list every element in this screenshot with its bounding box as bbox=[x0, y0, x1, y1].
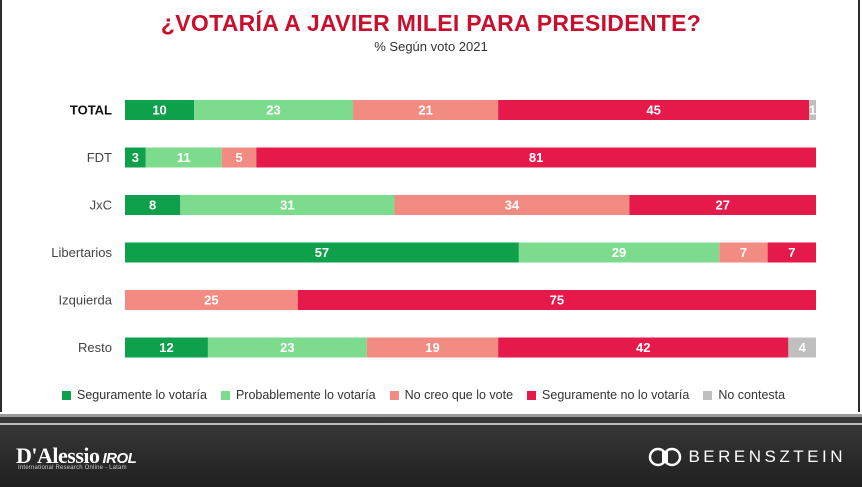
data-label: 45 bbox=[646, 103, 660, 118]
bar-segment bbox=[297, 290, 816, 310]
legend-item: No contesta bbox=[703, 388, 785, 402]
footer-divider bbox=[0, 423, 862, 425]
berensztein-logo-text: BERENSZTEIN bbox=[688, 447, 846, 466]
data-label: 19 bbox=[425, 340, 439, 355]
data-label: 81 bbox=[529, 150, 543, 165]
berensztein-logo: BERENSZTEIN bbox=[648, 447, 846, 467]
legend-swatch bbox=[389, 390, 399, 400]
data-label: 10 bbox=[152, 103, 166, 118]
data-label: 7 bbox=[740, 245, 747, 260]
berensztein-mark-icon bbox=[649, 447, 682, 467]
legend-item: Seguramente lo votaría bbox=[62, 388, 207, 402]
bar-segment bbox=[366, 337, 499, 358]
dalessio-logo-suffix: IROL bbox=[102, 450, 137, 467]
legend-swatch bbox=[703, 390, 713, 400]
legend-item: Seguramente no lo votaría bbox=[527, 388, 689, 402]
legend-label: Seguramente lo votaría bbox=[77, 388, 207, 402]
legend-item: No creo que lo vote bbox=[389, 388, 514, 402]
bar-segment bbox=[498, 337, 789, 358]
legend-swatch bbox=[220, 390, 230, 400]
bar-segment bbox=[629, 195, 816, 215]
chart-legend: Seguramente lo votaría Probablemente lo v… bbox=[62, 386, 822, 404]
stacked-bar-chart: TOTAL 10 23 21 45 1 FDT 3 11 5 81 JxC 8 31 34 27 Liberta… bbox=[51, 100, 816, 358]
legend-label: Seguramente no lo votaría bbox=[542, 388, 690, 402]
legend-item: Probablemente lo votaría bbox=[220, 388, 376, 402]
category-label: FDT bbox=[87, 150, 112, 165]
category-label: Resto bbox=[78, 340, 112, 355]
bar-segment bbox=[125, 195, 181, 215]
bar-segment bbox=[767, 242, 816, 263]
bar-segment bbox=[498, 100, 810, 120]
data-label: 25 bbox=[204, 293, 218, 308]
bar-segment bbox=[221, 147, 257, 168]
footer-bar: D'Alessio IROL International Research Onl… bbox=[0, 414, 862, 487]
chart-frame bbox=[0, 0, 860, 412]
data-label: 5 bbox=[235, 150, 242, 165]
bar-segment bbox=[145, 147, 222, 168]
data-label: 23 bbox=[266, 103, 280, 118]
legend-label: No creo que lo vote bbox=[404, 388, 514, 402]
bar-segment bbox=[125, 290, 298, 310]
legend-label: No contesta bbox=[718, 388, 786, 402]
legend-label: Probablemente lo votaría bbox=[235, 388, 376, 402]
data-label: 4 bbox=[799, 340, 807, 355]
category-label: TOTAL bbox=[70, 103, 112, 118]
legend-swatch bbox=[527, 390, 537, 400]
data-label: 27 bbox=[715, 198, 729, 213]
data-label: 75 bbox=[550, 293, 564, 308]
bar-segment bbox=[256, 147, 816, 168]
bar-segment bbox=[719, 242, 768, 263]
data-label: 11 bbox=[177, 150, 191, 165]
dalessio-logo: D'Alessio IROL bbox=[16, 443, 137, 469]
data-label: 12 bbox=[159, 340, 173, 355]
data-label: 42 bbox=[636, 340, 650, 355]
bar-segment bbox=[125, 337, 208, 358]
data-label: 3 bbox=[132, 150, 139, 165]
data-label: 29 bbox=[612, 245, 626, 260]
chart-subtitle: % Según voto 2021 bbox=[374, 39, 488, 54]
bar-segment bbox=[809, 100, 816, 120]
bar-segment bbox=[353, 100, 499, 120]
bar-segment bbox=[518, 242, 720, 263]
category-label: Libertarios bbox=[51, 245, 112, 260]
category-label: JxC bbox=[90, 198, 112, 213]
bar-segment bbox=[788, 337, 816, 358]
data-label: 23 bbox=[280, 340, 294, 355]
data-label: 8 bbox=[149, 198, 156, 213]
bar-segment bbox=[125, 242, 519, 263]
legend-swatch bbox=[62, 390, 71, 400]
category-label: Izquierda bbox=[59, 293, 113, 308]
bar-segment bbox=[125, 100, 195, 120]
data-label: 34 bbox=[505, 198, 520, 213]
dalessio-logo-tagline: International Research Online - Latam bbox=[18, 465, 127, 471]
data-label: 1 bbox=[809, 103, 816, 118]
data-label: 7 bbox=[788, 245, 795, 260]
bar-segment bbox=[207, 337, 367, 358]
chart-title: ¿VOTARÍA A JAVIER MILEI PARA PRESIDENTE? bbox=[160, 10, 702, 36]
data-label: 31 bbox=[280, 198, 294, 213]
bar-segment bbox=[180, 195, 395, 215]
bar-segment bbox=[394, 195, 630, 215]
dalessio-logo-text: D'Alessio bbox=[16, 443, 100, 468]
bar-segment bbox=[194, 100, 354, 120]
bar-segment bbox=[125, 147, 146, 168]
data-label: 21 bbox=[418, 103, 432, 118]
data-label: 57 bbox=[315, 245, 329, 260]
